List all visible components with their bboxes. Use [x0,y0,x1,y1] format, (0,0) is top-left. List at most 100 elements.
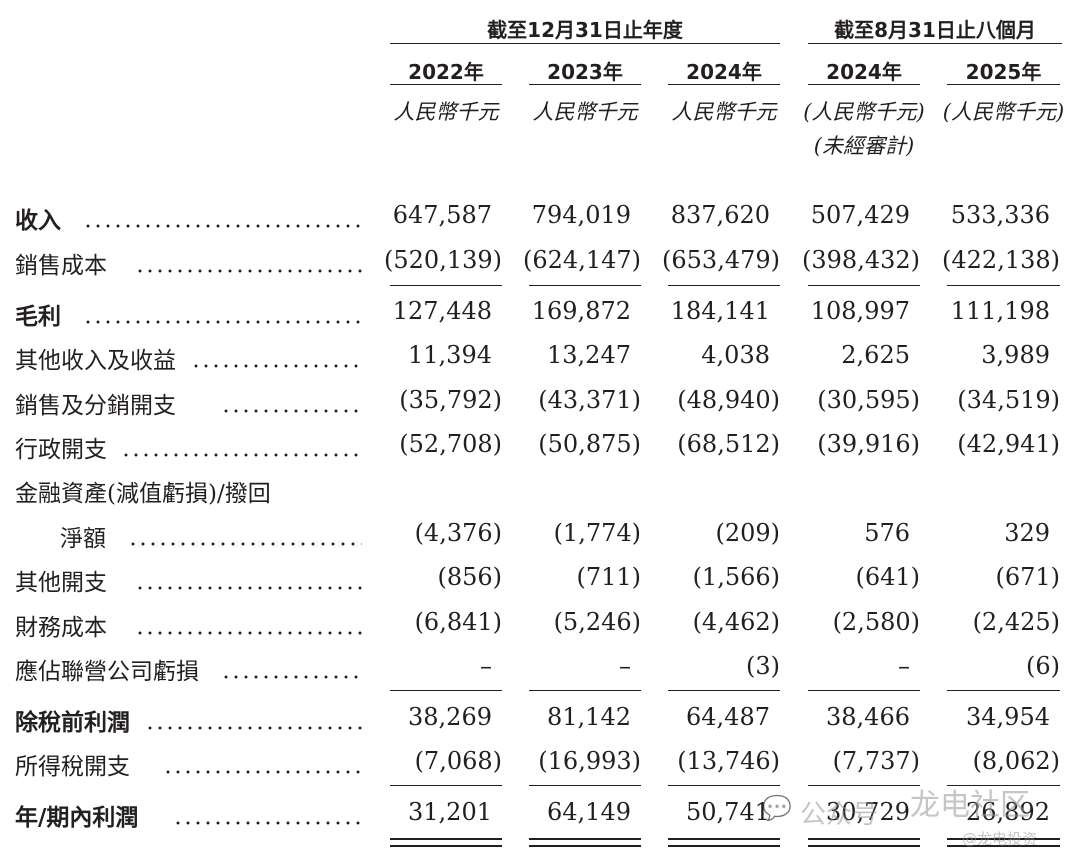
column-unit-1: 人民幣千元 [393,100,499,124]
column-note-unaudited: (未經審計) [813,134,915,158]
column-unit-2: 人民幣千元 [532,100,638,124]
subtotal-rule [808,785,920,786]
watermark-text-community: 龙电社区 [910,788,1030,823]
table-cell: 30,729 [826,798,910,826]
table-cell: (48,940) [677,386,780,414]
table-cell: (2,580) [832,608,920,636]
table-cell: (641) [855,563,920,591]
table-cell: (7,737) [832,747,920,775]
table-cell: 64,487 [686,703,770,731]
leader-dots [221,674,362,680]
table-row: 行政開支 (52,708) (50,875) (68,512) (39,916) (42,… [0,430,1080,470]
watermark-text-handle: @龙电投资 [962,830,1038,848]
table-cell: (6,841) [414,608,502,636]
subtotal-rule [947,690,1060,691]
table-cell: 38,466 [826,703,910,731]
table-cell: (2,425) [972,608,1060,636]
table-cell: (520,139) [384,246,502,274]
table-cell: 64,149 [547,798,631,826]
table-row: 銷售成本 (520,139) (624,147) (653,479) (398,432)… [0,246,1080,286]
subtotal-rule [529,785,641,786]
subtotal-rule [390,785,502,786]
column-year-underline [668,84,780,85]
table-cell: 794,019 [531,201,631,229]
table-cell: (398,432) [802,246,920,274]
table-cell: (43,371) [538,386,641,414]
table-cell: (34,519) [957,386,1060,414]
table-cell: 533,336 [950,201,1050,229]
column-year-underline [808,84,920,85]
table-cell: 837,620 [670,201,770,229]
table-cell: (671) [995,563,1060,591]
table-cell: 647,587 [392,201,492,229]
table-cell: (4,376) [414,519,502,547]
subtotal-rule [390,285,502,286]
row-label: 除稅前利潤 [15,710,130,736]
table-cell: (7,068) [414,747,502,775]
leader-dots [83,223,362,229]
column-year-2: 2023年 [547,60,623,84]
column-year-4: 2024年 [826,60,902,84]
table-row: 年/期內利潤 31,201 64,149 50,741 30,729 26,892 [0,798,1080,838]
subtotal-rule [529,285,641,286]
table-cell: (42,941) [957,430,1060,458]
table-cell: 50,741 [686,798,770,826]
table-cell: – [480,652,492,680]
row-label: 年/期內利潤 [15,805,139,831]
group-header-fiscal-year: 截至12月31日止年度 [487,18,683,42]
column-year-1: 2022年 [408,60,484,84]
table-cell: (8,062) [972,747,1060,775]
subtotal-rule [947,785,1060,786]
leader-dots [145,725,362,731]
table-cell: 507,429 [810,201,910,229]
table-cell: 4,038 [701,341,770,369]
table-cell: (856) [437,563,502,591]
row-label: 銷售及分銷開支 [15,393,176,419]
subtotal-rule [808,690,920,691]
table-cell: (52,708) [399,430,502,458]
table-cell: (16,993) [538,747,641,775]
table-cell: 34,954 [966,703,1050,731]
row-label: 所得稅開支 [15,754,130,780]
table-cell: 26,892 [966,798,1050,826]
column-unit-5: (人民幣千元) [942,100,1065,124]
total-double-rule [390,838,502,847]
table-cell: (3) [746,652,780,680]
subtotal-rule [808,285,920,286]
table-cell: (50,875) [538,430,641,458]
table-cell: 184,141 [670,297,770,325]
row-label: 銷售成本 [15,253,107,279]
table-cell: 169,872 [531,297,631,325]
table-cell: (1,774) [553,519,641,547]
table-cell: 576 [864,519,910,547]
table-cell: – [619,652,631,680]
column-unit-3: 人民幣千元 [671,100,777,124]
column-year-5: 2025年 [965,60,1042,84]
row-label: 財務成本 [15,615,107,641]
group-underline-eight-months [808,43,1062,44]
total-double-rule [668,838,780,847]
table-cell: 108,997 [810,297,910,325]
table-cell: 11,394 [408,341,492,369]
column-year-underline [529,84,641,85]
table-cell: 38,269 [408,703,492,731]
subtotal-rule [947,285,1060,286]
table-cell: (209) [715,519,780,547]
leader-dots [221,408,362,414]
row-label: 行政開支 [15,437,107,463]
table-cell: (711) [576,563,641,591]
group-underline-fiscal-year [390,43,780,44]
table-row: 所得稅開支 (7,068) (16,993) (13,746) (7,737) (8,06… [0,747,1080,787]
table-row: 除稅前利潤 38,269 81,142 64,487 38,466 34,954 [0,703,1080,743]
table-cell: (6) [1026,652,1060,680]
column-year-underline [947,84,1060,85]
total-double-rule [808,838,920,847]
table-row: 淨額 (4,376) (1,774) (209) 576 329 [0,519,1080,559]
table-cell: 31,201 [408,798,492,826]
leader-dots [135,630,362,636]
table-row: 其他開支 (856) (711) (1,566) (641) (671) [0,563,1080,603]
leader-dots [163,769,362,775]
subtotal-rule [529,690,641,691]
wechat-icon: 💬 [762,794,792,822]
table-row: 收入 647,587 794,019 837,620 507,429 533,336 [0,201,1080,241]
